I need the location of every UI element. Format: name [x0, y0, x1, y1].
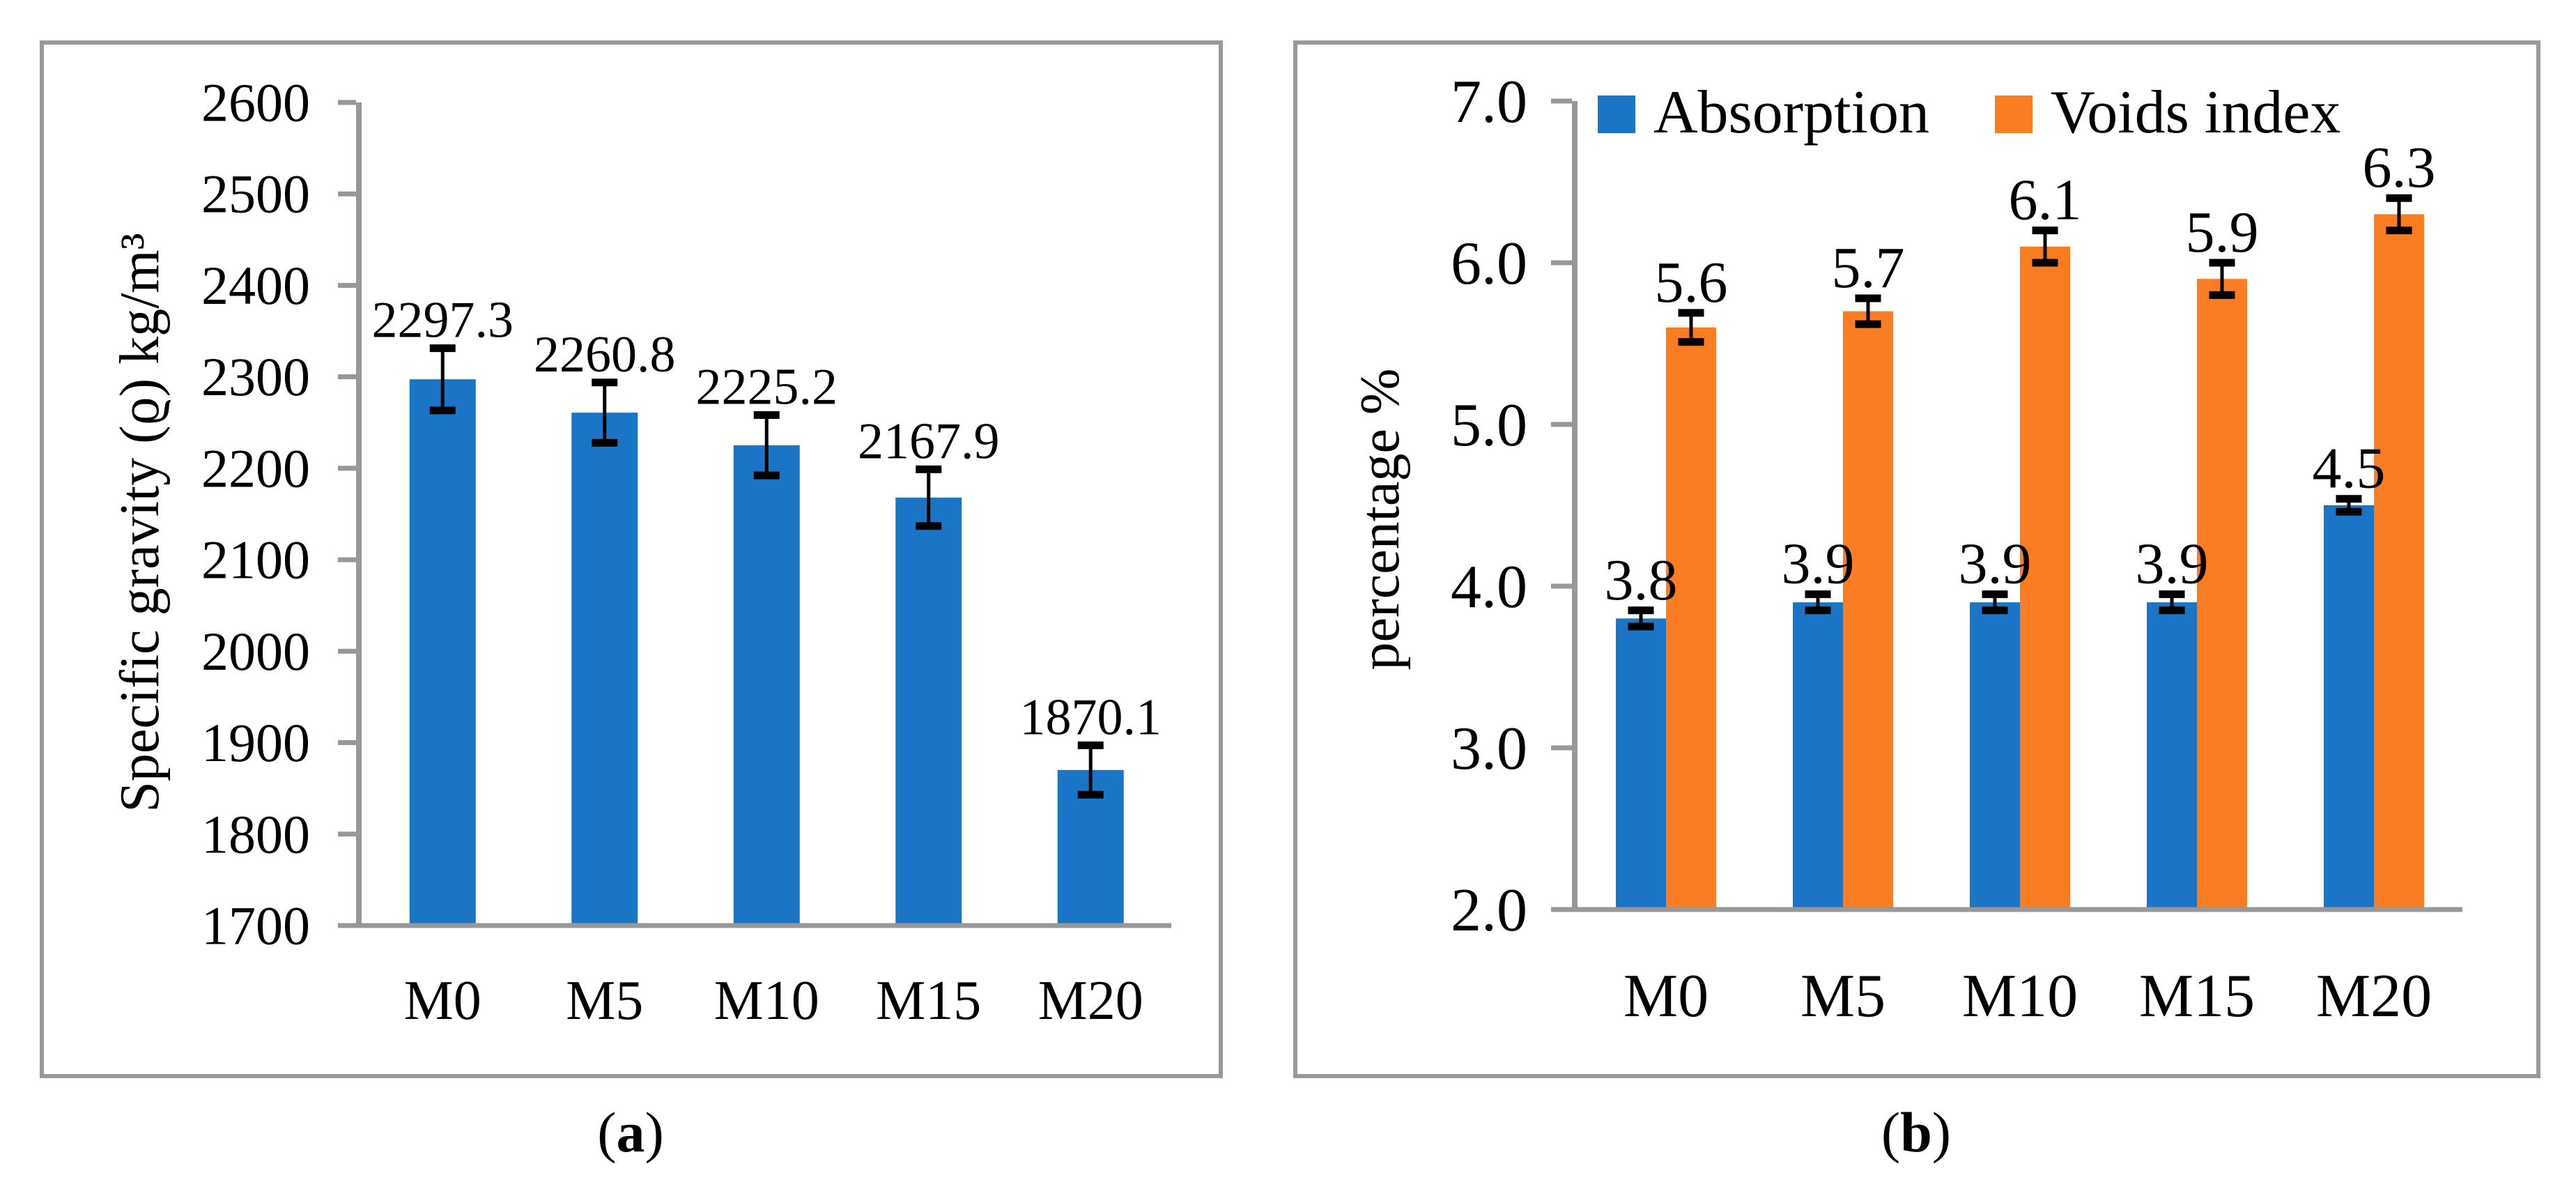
- bar-b-M10-voids-index: [2020, 246, 2070, 910]
- y-axis-title-a: Specific gravity (ϱ) kg/m³: [109, 233, 171, 812]
- bar-a-M15-specific-gravity: [895, 498, 962, 926]
- bar-b-M5-absorption: [1793, 602, 1843, 910]
- value-label-b-M5: 3.9: [1782, 532, 1855, 597]
- y-axis-title-b: percentage %: [1350, 368, 1411, 670]
- y-tick-label-a: 2300: [201, 346, 310, 407]
- legend-label-absorption: Absorption: [1653, 79, 1929, 146]
- value-label-b-M10: 6.1: [2009, 168, 2082, 233]
- value-label-a-M10: 2225.2: [696, 359, 838, 416]
- y-tick-label-a: 1900: [201, 712, 310, 773]
- x-category-label-a-M20: M20: [1038, 970, 1143, 1031]
- x-category-label-b-M15: M15: [2139, 962, 2255, 1030]
- bar-b-M0-voids-index: [1666, 327, 1716, 910]
- subfigure-caption-b: (b): [1777, 1100, 2056, 1164]
- bar-b-M20-voids-index: [2374, 214, 2424, 910]
- y-tick-label-b: 2.0: [1451, 877, 1527, 944]
- bar-a-M0-specific-gravity: [409, 379, 476, 926]
- y-tick-label-b: 5.0: [1451, 392, 1527, 459]
- x-category-label-b-M10: M10: [1962, 962, 2078, 1030]
- bar-b-M0-absorption: [1616, 618, 1666, 910]
- y-tick-label-b: 7.0: [1451, 68, 1527, 136]
- x-category-label-a-M15: M15: [876, 970, 981, 1031]
- value-label-b-M20: 4.5: [2313, 436, 2386, 501]
- y-tick-label-a: 2200: [201, 438, 310, 498]
- y-tick-label-a: 2000: [201, 621, 310, 682]
- legend-marker-voids-index: [1995, 95, 2033, 133]
- bar-a-M10-specific-gravity: [733, 445, 800, 926]
- value-label-a-M15: 2167.9: [858, 413, 1000, 470]
- value-label-b-M5: 5.7: [1832, 236, 1905, 300]
- bar-a-M5-specific-gravity: [571, 413, 638, 926]
- value-label-b-M15: 3.9: [2136, 532, 2209, 597]
- value-label-a-M5: 2260.8: [534, 326, 676, 383]
- bar-b-M15-voids-index: [2197, 279, 2247, 910]
- caption-a-open-paren: (: [597, 1100, 617, 1164]
- value-label-b-M15: 5.9: [2186, 200, 2259, 265]
- y-tick-label-a: 1800: [201, 804, 310, 864]
- caption-b-letter: b: [1900, 1100, 1932, 1164]
- caption-b-open-paren: (: [1881, 1100, 1901, 1164]
- y-tick-label-a: 2100: [201, 530, 310, 590]
- caption-a-letter: a: [616, 1100, 645, 1164]
- bar-b-M20-absorption: [2324, 505, 2374, 910]
- value-label-a-M0: 2297.3: [372, 292, 514, 349]
- y-tick-label-a: 2500: [201, 164, 310, 224]
- caption-a-close-paren: ): [645, 1100, 664, 1164]
- legend-label-voids-index: Voids index: [2051, 79, 2340, 146]
- x-category-label-b-M5: M5: [1800, 962, 1885, 1030]
- value-label-b-M20: 6.3: [2363, 135, 2436, 200]
- caption-b-close-paren: ): [1931, 1100, 1952, 1164]
- value-label-b-M0: 5.6: [1655, 250, 1728, 315]
- subfigure-caption-a: (a): [491, 1100, 770, 1164]
- bar-b-M10-absorption: [1970, 602, 2020, 910]
- y-tick-label-a: 2400: [201, 255, 310, 316]
- y-tick-label-b: 3.0: [1451, 715, 1527, 783]
- bar-b-M15-absorption: [2147, 602, 2197, 910]
- y-tick-label-b: 4.0: [1451, 553, 1527, 621]
- x-category-label-a-M10: M10: [714, 970, 819, 1031]
- value-label-b-M0: 3.8: [1605, 548, 1678, 613]
- y-tick-label-a: 1700: [201, 896, 310, 956]
- x-category-label-b-M0: M0: [1624, 962, 1709, 1030]
- x-category-label-a-M0: M0: [404, 970, 481, 1031]
- x-category-label-b-M20: M20: [2316, 962, 2432, 1030]
- y-tick-label-b: 6.0: [1451, 230, 1527, 298]
- value-label-b-M10: 3.9: [1959, 532, 2032, 597]
- value-label-a-M20: 1870.1: [1020, 689, 1162, 746]
- bar-b-M5-voids-index: [1843, 311, 1893, 910]
- legend-marker-absorption: [1598, 95, 1635, 133]
- x-category-label-a-M5: M5: [566, 970, 643, 1031]
- y-tick-label-a: 2600: [201, 72, 310, 133]
